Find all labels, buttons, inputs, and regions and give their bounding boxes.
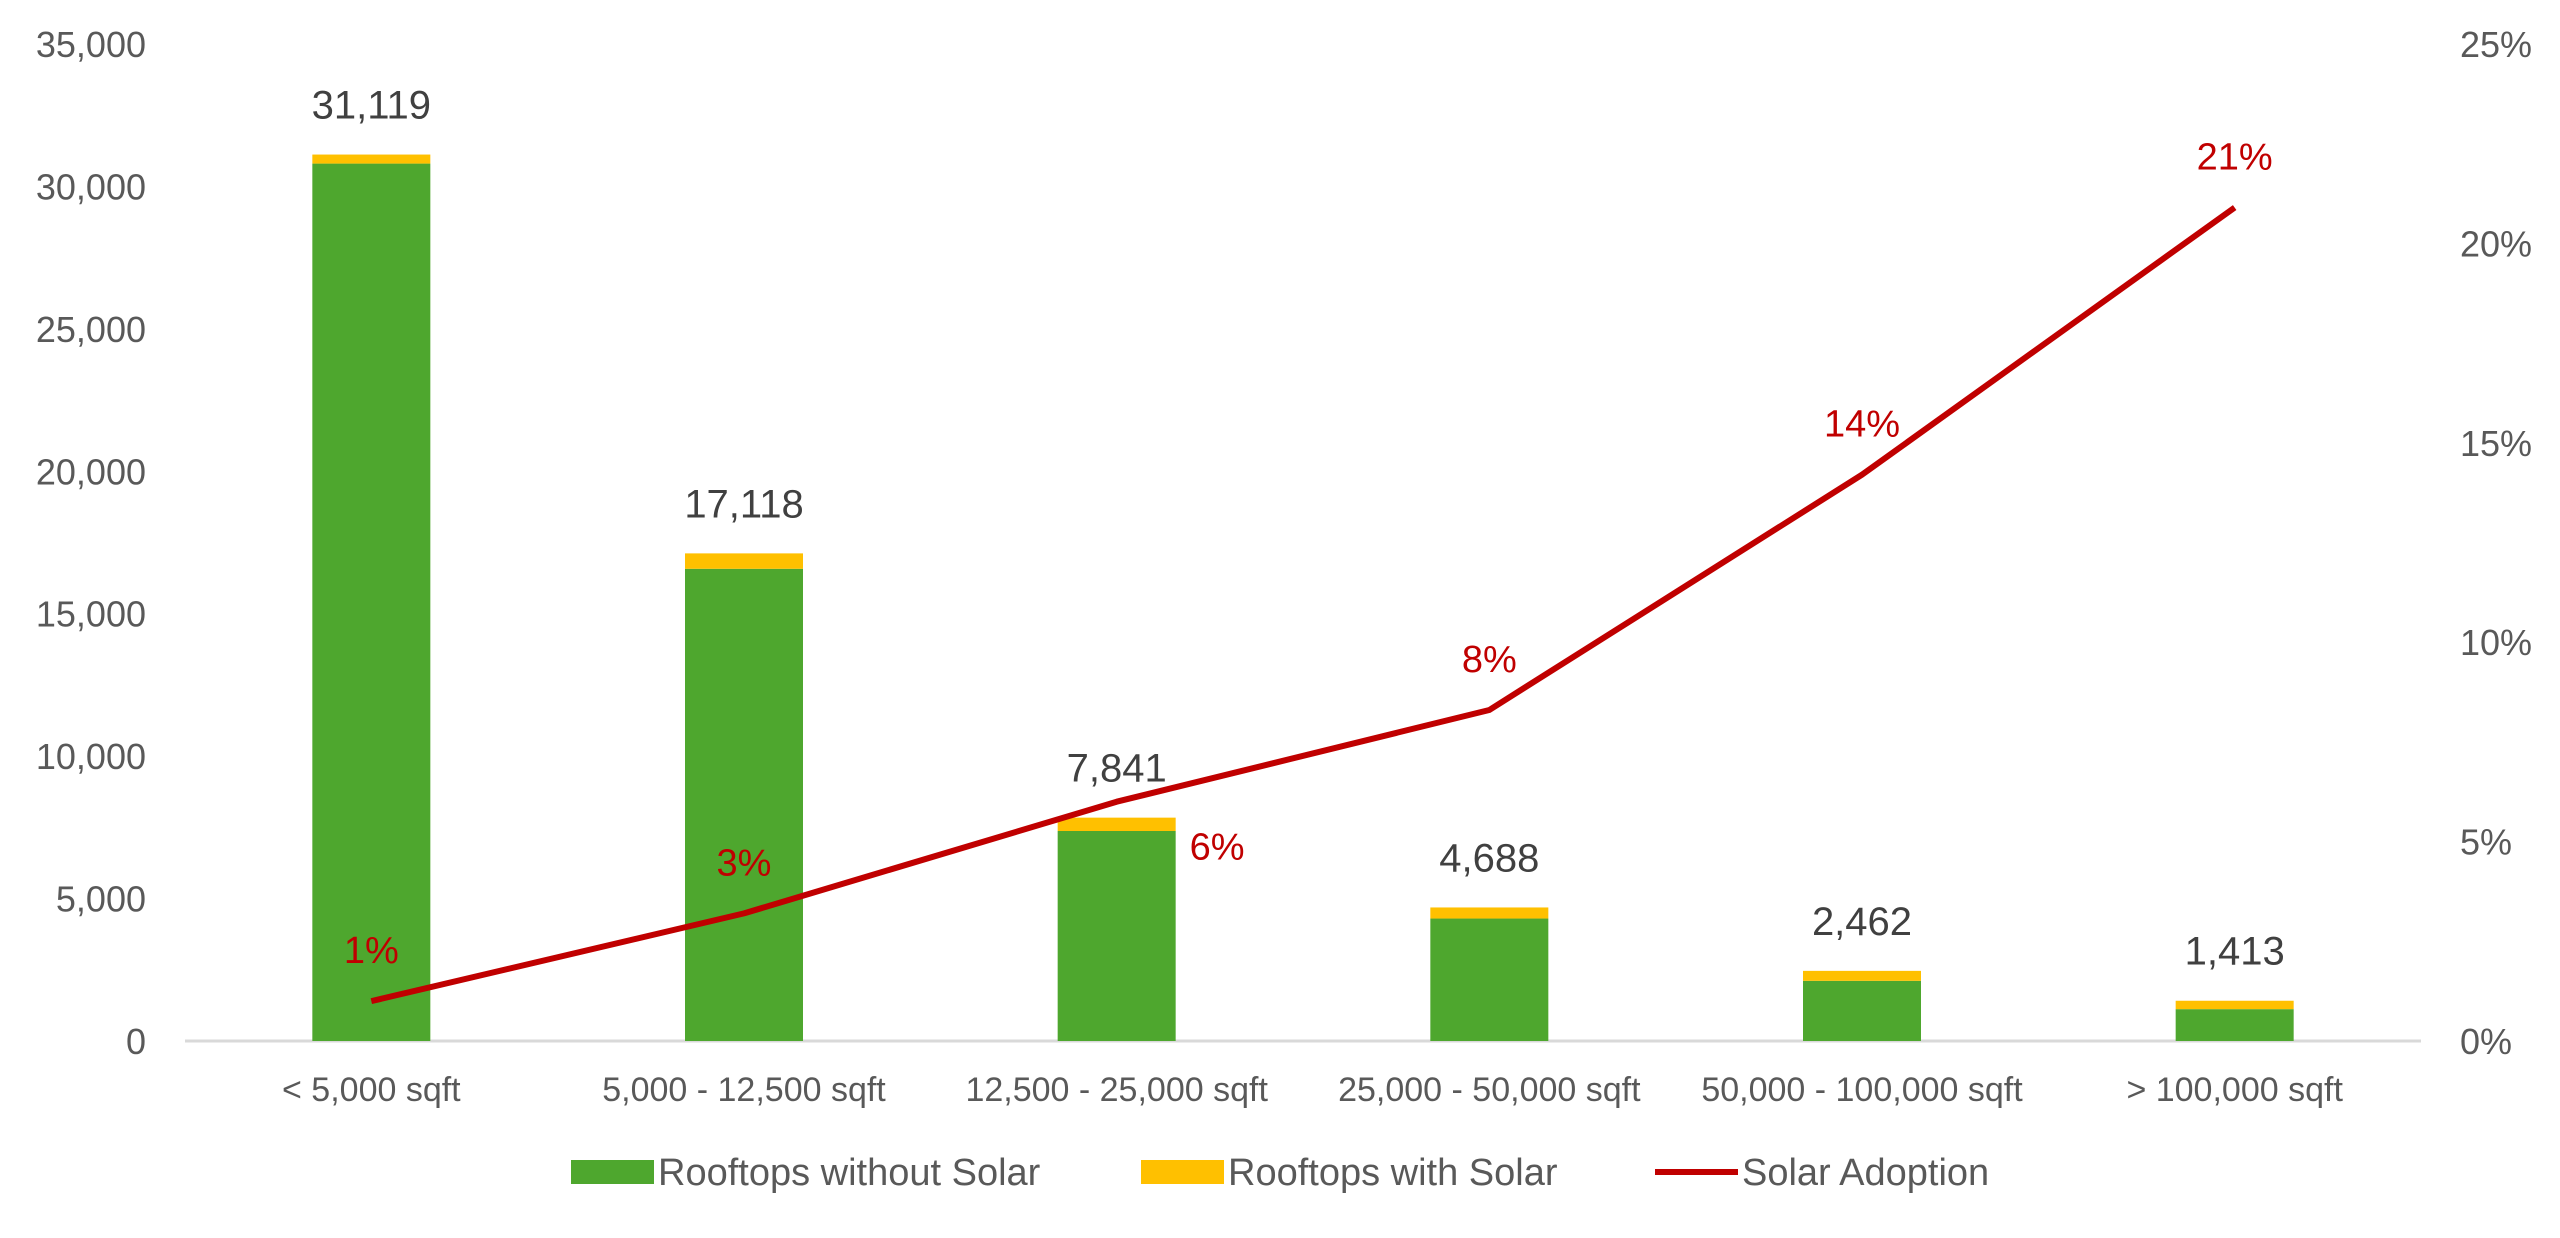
y-tick-label: 30,000: [36, 166, 146, 207]
adoption-data-label: 6%: [1190, 827, 1245, 869]
y2-tick-label: 15%: [2460, 423, 2532, 464]
adoption-data-label: 1%: [344, 930, 399, 972]
category-labels: < 5,000 sqft 5,000 - 12,500 sqft 12,500 - …: [282, 1071, 2343, 1109]
total-labels: 31,119 17,118 7,841 4,688 2,462 1,413: [312, 84, 2285, 974]
total-data-label: 4,688: [1439, 836, 1539, 880]
y-tick-label: 15,000: [36, 594, 146, 635]
legend-label-with-solar: Rooftops with Solar: [1228, 1152, 1558, 1194]
right-axis-ticks: 0% 5% 10% 15% 20% 25%: [2460, 24, 2532, 1062]
y2-tick-label: 10%: [2460, 622, 2532, 663]
y-tick-label: 0: [126, 1021, 146, 1062]
total-data-label: 2,462: [1812, 900, 1912, 944]
category-label: > 100,000 sqft: [2126, 1071, 2343, 1109]
legend-swatch-with-solar: [1141, 1160, 1224, 1184]
bar-rooftops-with-solar: [2175, 1000, 2294, 1010]
legend: Rooftops without Solar Rooftops with Sola…: [571, 1152, 1989, 1194]
adoption-line: 1% 3% 6% 8% 14% 21%: [344, 137, 2273, 1005]
bar-rooftops-without-solar: [2175, 1009, 2294, 1041]
adoption-data-label: 21%: [2197, 137, 2273, 179]
y2-tick-label: 20%: [2460, 223, 2532, 264]
total-data-label: 1,413: [2185, 930, 2285, 974]
legend-label-without-solar: Rooftops without Solar: [658, 1152, 1041, 1194]
y2-tick-label: 5%: [2460, 822, 2512, 863]
total-data-label: 17,118: [684, 482, 803, 526]
left-axis-ticks: 0 5,000 10,000 15,000 20,000 25,000 30,000 35,0…: [36, 24, 146, 1062]
bar-rooftops-without-solar: [685, 568, 803, 1041]
bar-rooftops-without-solar: [312, 163, 431, 1042]
bar-rooftops-with-solar: [1803, 970, 1921, 981]
adoption-data-label: 8%: [1462, 639, 1517, 681]
bar-rooftops-without-solar: [1803, 980, 1921, 1041]
bar-rooftops-with-solar: [1430, 907, 1549, 919]
y-tick-label: 35,000: [36, 24, 146, 65]
y-tick-label: 5,000: [56, 879, 146, 920]
y-tick-label: 10,000: [36, 736, 146, 777]
category-label: 25,000 - 50,000 sqft: [1338, 1071, 1641, 1109]
y-tick-label: 25,000: [36, 309, 146, 350]
adoption-data-label: 14%: [1824, 404, 1900, 446]
category-label: 50,000 - 100,000 sqft: [1701, 1071, 2023, 1109]
solar-adoption-line: [370, 205, 2237, 1005]
adoption-data-label: 3%: [717, 842, 772, 884]
category-label: 5,000 - 12,500 sqft: [602, 1071, 886, 1109]
y-tick-label: 20,000: [36, 451, 146, 492]
bar-rooftops-with-solar: [312, 154, 431, 164]
legend-label-adoption: Solar Adoption: [1742, 1152, 1989, 1194]
y2-tick-label: 0%: [2460, 1021, 2512, 1062]
bar-rooftops-without-solar: [1430, 918, 1549, 1041]
bar-rooftops-with-solar: [685, 553, 803, 569]
total-data-label: 7,841: [1067, 747, 1167, 791]
category-label: 12,500 - 25,000 sqft: [965, 1071, 1268, 1109]
legend-swatch-without-solar: [571, 1160, 654, 1184]
bar-rooftops-without-solar: [1057, 831, 1176, 1041]
total-data-label: 31,119: [312, 84, 431, 128]
bar-rooftops-with-solar: [1057, 817, 1176, 832]
bars: [312, 154, 2294, 1042]
y2-tick-label: 25%: [2460, 24, 2532, 65]
category-label: < 5,000 sqft: [282, 1071, 461, 1109]
